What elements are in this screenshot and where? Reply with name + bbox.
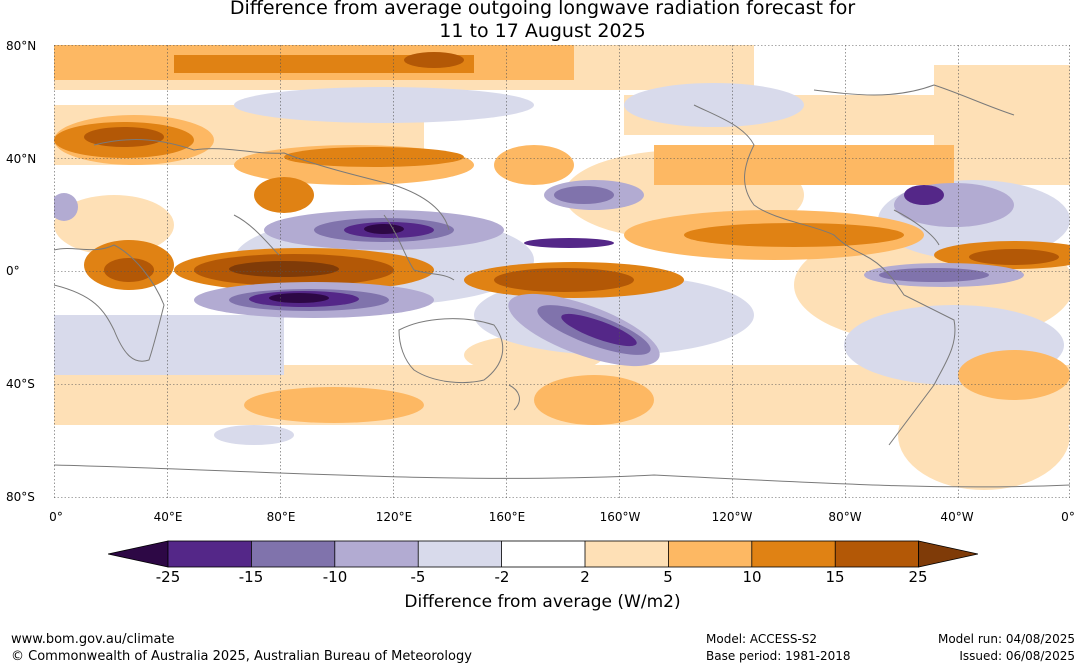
lat-label-80n: 80°N — [6, 39, 37, 53]
lon-label-0-west: 0° — [49, 510, 63, 524]
lat-label-80s: 80°S — [6, 490, 35, 504]
model-run-text: Model run: 04/08/2025 — [937, 632, 1075, 646]
colorbar-segment — [251, 541, 335, 567]
lon-label-120w: 120°W — [711, 510, 753, 524]
lat-label-40n: 40°N — [6, 152, 37, 166]
colorbar-arrow-low — [108, 540, 169, 568]
copyright-text: © Commonwealth of Australia 2025, Austra… — [11, 649, 472, 664]
colorbar-tick: 25 — [908, 568, 928, 586]
colorbar-tick: 5 — [663, 568, 673, 586]
issued-text: Issued: 06/08/2025 — [959, 649, 1075, 663]
colorbar-segment — [585, 541, 669, 567]
colorbar-tick: -25 — [155, 568, 181, 586]
colorbar-segment — [835, 541, 919, 567]
colorbar-tick: 2 — [580, 568, 590, 586]
olr-anomaly-map — [54, 45, 1070, 498]
colorbar-segment — [501, 541, 585, 567]
lon-label-0-east: 0° — [1061, 510, 1075, 524]
lon-label-80e: 80°E — [266, 510, 296, 524]
colorbar-segment — [418, 541, 502, 567]
footer-dates: Model run: 04/08/2025 Issued: 06/08/2025 — [938, 631, 1075, 665]
lon-label-80w: 80°W — [828, 510, 862, 524]
colorbar-segment — [334, 541, 419, 567]
title-line-2: 11 to 17 August 2025 — [439, 20, 646, 42]
lon-label-40e: 40°E — [153, 510, 183, 524]
gridlines — [54, 45, 1070, 498]
website-text: www.bom.gov.au/climate — [11, 632, 175, 647]
anomaly-band-15-25 — [84, 52, 1059, 292]
model-text: Model: ACCESS-S2 — [706, 632, 818, 646]
colorbar — [108, 540, 978, 568]
base-period-text: Base period: 1981-2018 — [706, 649, 851, 663]
colorbar-segment — [668, 541, 752, 567]
coastlines — [54, 84, 1070, 488]
colorbar-tick: -5 — [410, 568, 426, 586]
lat-label-0: 0° — [6, 264, 20, 278]
colorbar-tick: -15 — [238, 568, 264, 586]
colorbar-label: Difference from average (W/m2) — [404, 592, 681, 612]
map-title: Difference from average outgoing longwav… — [0, 0, 1085, 43]
colorbar-tick: -2 — [494, 568, 510, 586]
footer-model-info: Model: ACCESS-S2 Base period: 1981-2018 — [706, 631, 851, 665]
lon-label-160w: 160°W — [599, 510, 641, 524]
colorbar-tick: 15 — [825, 568, 845, 586]
lon-label-160e: 160°E — [488, 510, 526, 524]
lon-label-40w: 40°W — [940, 510, 974, 524]
colorbar-segment — [168, 541, 252, 567]
colorbar-arrow-high — [918, 540, 978, 568]
colorbar-segment — [751, 541, 836, 567]
lat-label-40s: 40°S — [6, 377, 35, 391]
lon-label-120e: 120°E — [375, 510, 413, 524]
colorbar-tick: 10 — [742, 568, 762, 586]
title-line-1: Difference from average outgoing longwav… — [229, 0, 856, 19]
footer-left: www.bom.gov.au/climate © Commonwealth of… — [11, 631, 472, 665]
colorbar-tick: -10 — [322, 568, 348, 586]
anomaly-band-over-25 — [229, 261, 339, 277]
